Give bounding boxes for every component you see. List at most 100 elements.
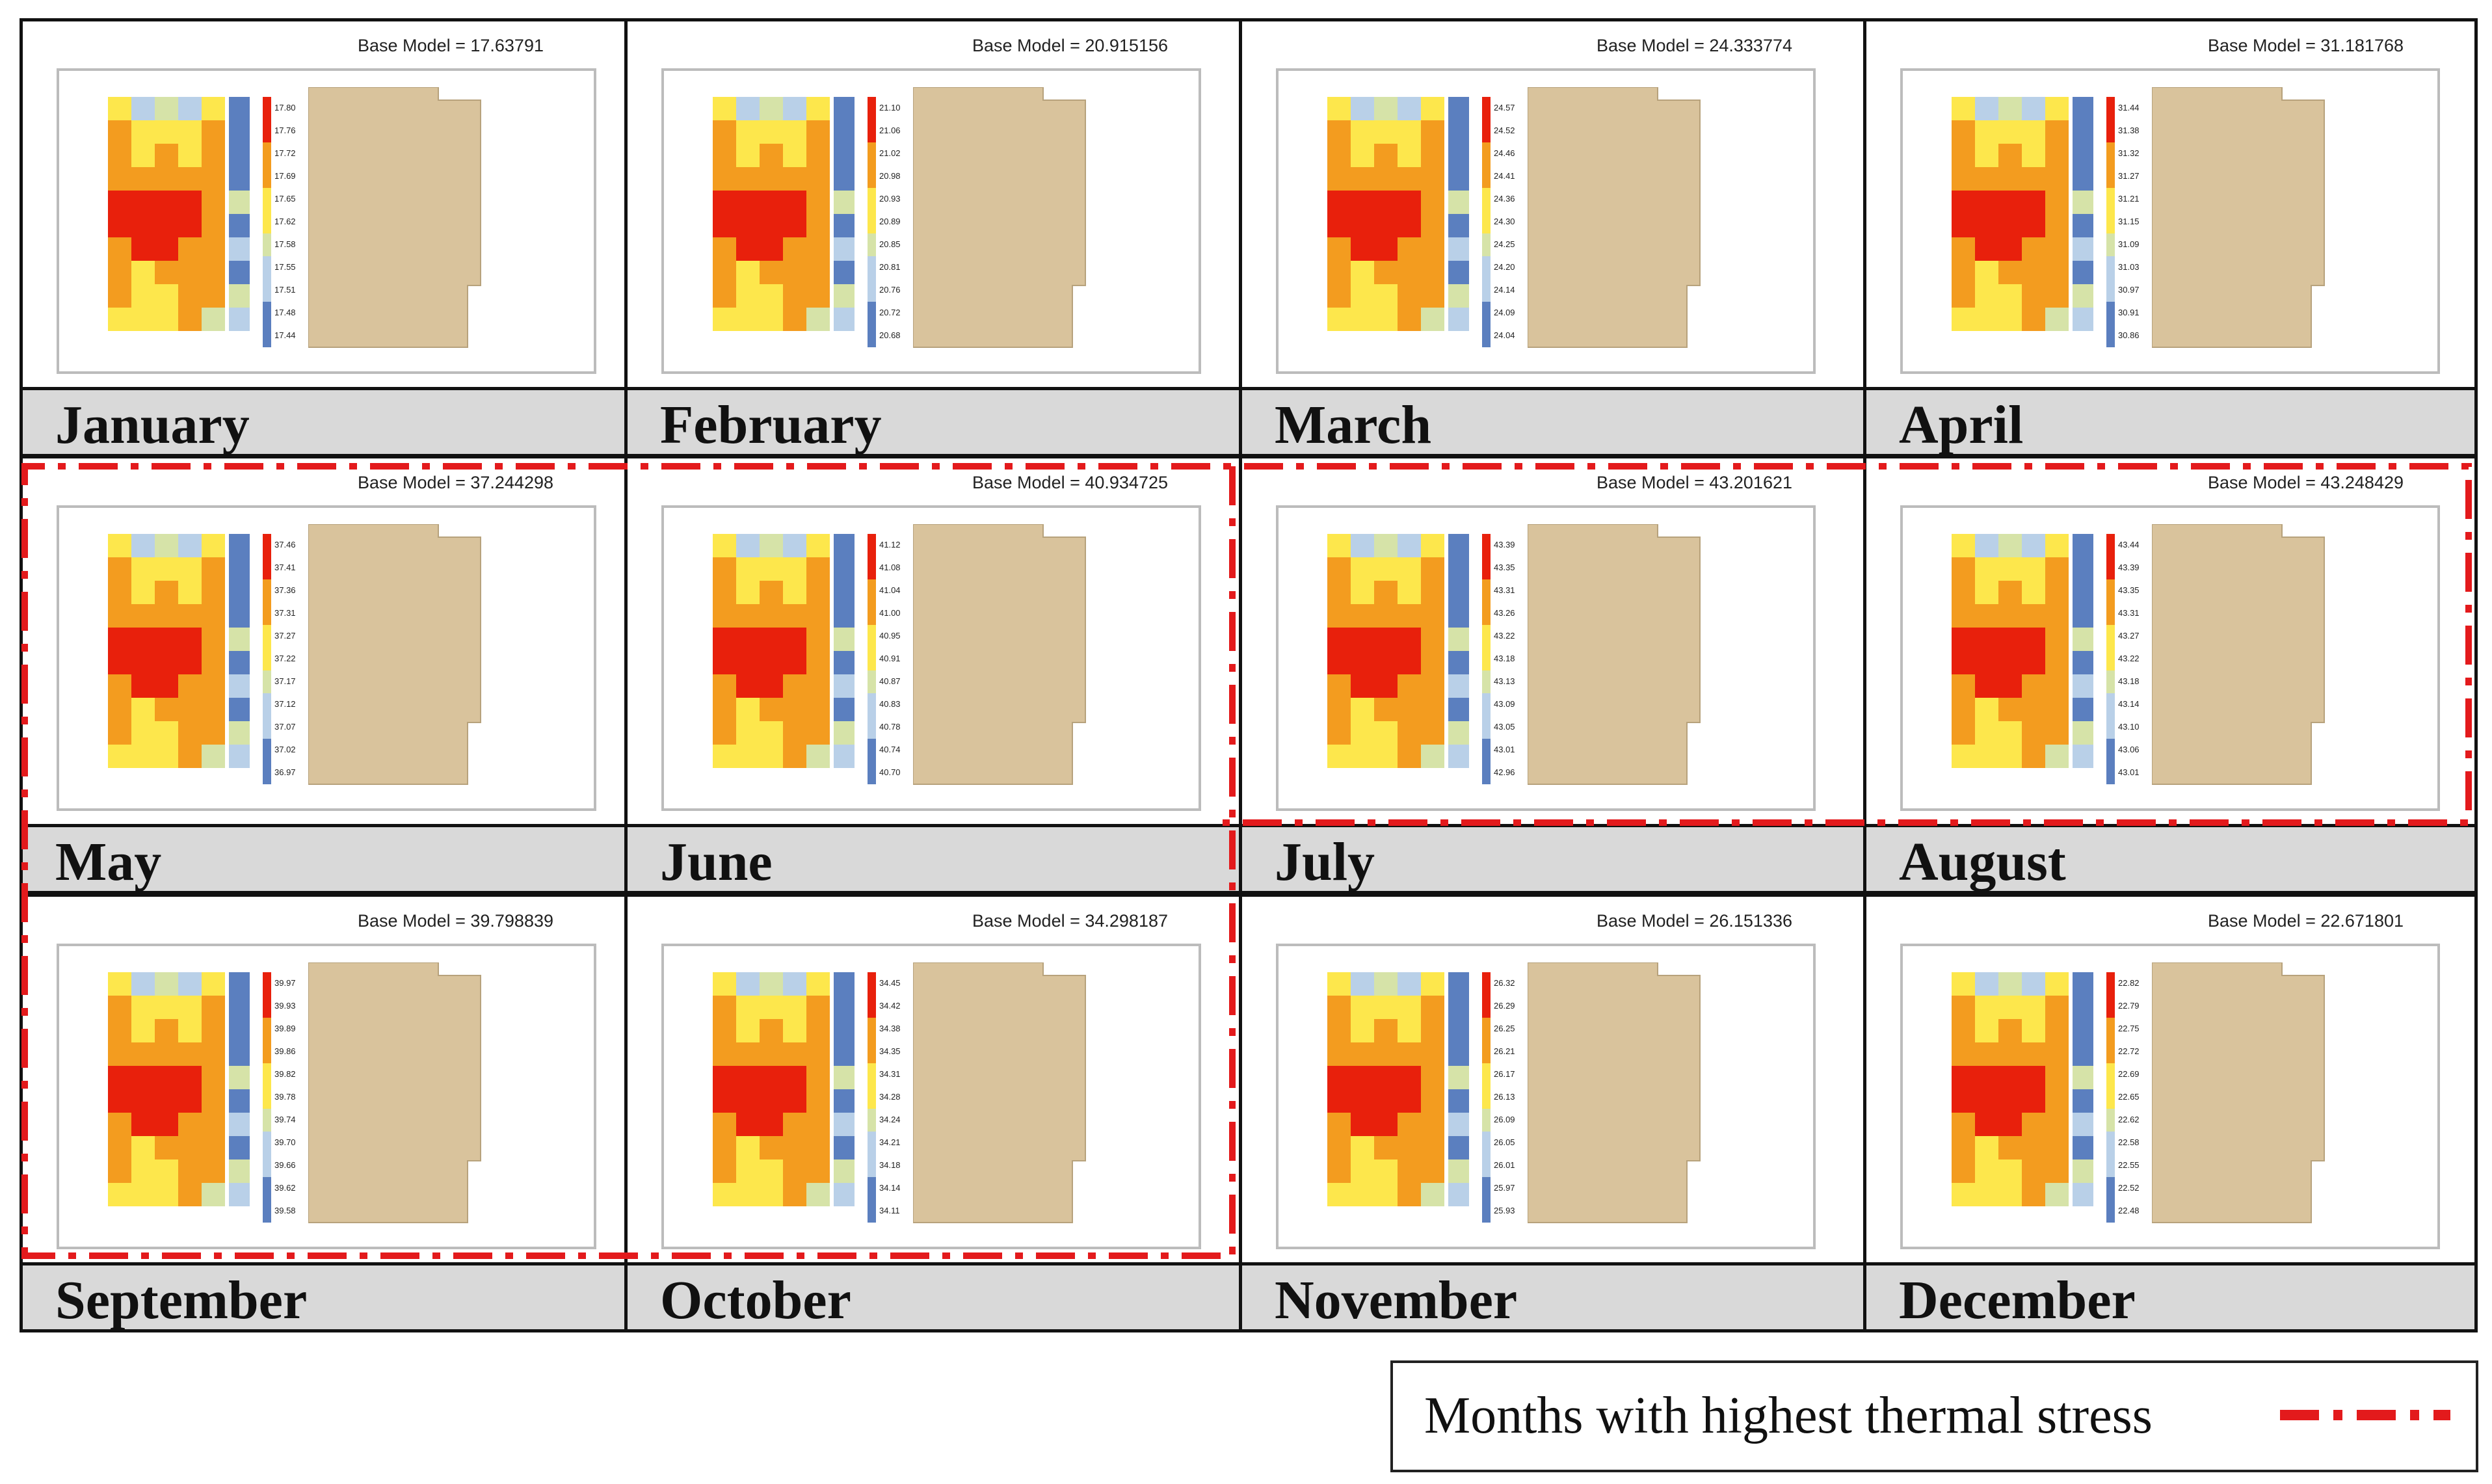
heatmap-cell (783, 745, 806, 768)
color-scale-tick: 34.45 (879, 978, 901, 988)
color-scale-segment (868, 1063, 876, 1086)
color-scale-segment (868, 325, 876, 347)
plot-frame: 17.80 17.76 17.72 17.69 17.65 17.62 17.58 17.55… (57, 68, 596, 374)
color-scale-segment (263, 1018, 271, 1040)
heatmap-cell (1327, 745, 1351, 768)
heatmap-cell (1327, 674, 1351, 698)
heatmap-cell (2022, 97, 2045, 120)
heatmap-cell (2022, 604, 2045, 628)
heatmap-cell (1374, 1113, 1398, 1136)
color-scale-segment (1482, 762, 1491, 784)
heatmap-cell (108, 1042, 131, 1066)
heatmap-cell (229, 261, 250, 284)
heatmap-cell (1421, 1066, 1444, 1089)
base-model-value: 40.934725 (1085, 473, 1168, 492)
heatmap-cell (1374, 698, 1398, 721)
heatmap-cell (2045, 1089, 2069, 1113)
color-scale-segment (2106, 120, 2115, 142)
heatmap-cell (834, 308, 855, 331)
month-label: November (1275, 1270, 1518, 1331)
heatmap-cell (1448, 698, 1469, 721)
heatmap-cell (760, 745, 783, 768)
heatmap-cell (1421, 97, 1444, 120)
color-scale-tick: 31.21 (2118, 194, 2140, 204)
heatmap-cell (202, 214, 225, 237)
color-scale-tick: 43.01 (2118, 767, 2140, 777)
heatmap-cell (806, 1089, 830, 1113)
heatmap-cell (131, 628, 155, 651)
color-scale-tick: 31.03 (2118, 262, 2140, 272)
heatmap-cell (736, 1019, 760, 1042)
heatmap-cell (760, 1019, 783, 1042)
heatmap-cell (2022, 1089, 2045, 1113)
heatmap-cell (2073, 214, 2093, 237)
heatmap-cell (1327, 308, 1351, 331)
heatmap-cell (229, 1066, 250, 1089)
heatmap-cell (202, 534, 225, 557)
heatmap-cell (131, 1066, 155, 1089)
heatmap-cell (1327, 651, 1351, 674)
color-scale-tick: 37.41 (274, 563, 296, 572)
base-model-text: Base Model = 26.151336 (1597, 911, 1792, 931)
color-scale-tick: 17.65 (274, 194, 296, 204)
heatmap-cell (1421, 1019, 1444, 1042)
heatmap-cell (1398, 1042, 1421, 1066)
color-scale-tick: 43.01 (1494, 745, 1515, 754)
color-scale-tick: 34.18 (879, 1160, 901, 1170)
heatmap-cell (178, 1042, 202, 1066)
color-scale-segment (868, 1200, 876, 1223)
color-scale-segment (2106, 1018, 2115, 1040)
heatmap-cell (1421, 261, 1444, 284)
heatmap-cell (1327, 721, 1351, 745)
heatmap-cell (1975, 581, 1998, 604)
color-scale-tick: 40.87 (879, 676, 901, 686)
heatmap-cell (178, 191, 202, 214)
color-scale-tick: 24.46 (1494, 148, 1515, 158)
color-scale-segment (263, 762, 271, 784)
heatmap-cell (2073, 996, 2093, 1019)
color-scale-segment (263, 1086, 271, 1109)
heatmap-cell (1421, 651, 1444, 674)
heatmap-cell (2073, 167, 2093, 191)
color-scale-tick: 17.62 (274, 217, 296, 226)
heatmap-cell (1448, 1089, 1469, 1113)
heatmap-cell (155, 191, 178, 214)
color-scale-tick: 37.17 (274, 676, 296, 686)
heatmap-cell (1327, 1042, 1351, 1066)
base-model-label: Base Model = (2208, 911, 2321, 931)
heatmap-cell (229, 144, 250, 167)
color-scale-tick: 43.35 (2118, 585, 2140, 595)
heatmap-cell (760, 674, 783, 698)
heatmap-cell (713, 651, 736, 674)
heatmap-cell (1374, 651, 1398, 674)
heatmap-cell (131, 557, 155, 581)
heatmap-cell (1374, 628, 1398, 651)
heatmap-cell (1374, 604, 1398, 628)
heatmap-cell (834, 972, 855, 996)
heatmap-cell (1998, 214, 2022, 237)
heatmap-cell (108, 996, 131, 1019)
heatmap-cell (155, 308, 178, 331)
heatmap-cell (760, 1042, 783, 1066)
heatmap-cell (178, 534, 202, 557)
color-scale-tick: 43.09 (1494, 699, 1515, 709)
color-scale-segment (868, 739, 876, 762)
heatmap-cell (1398, 581, 1421, 604)
heatmap-cell (1327, 1159, 1351, 1183)
heatmap-cell (1398, 1089, 1421, 1113)
color-scale-segment (868, 972, 876, 995)
heatmap-cell (760, 1183, 783, 1206)
heatmap-cell (1448, 144, 1469, 167)
heatmap-cell (1998, 557, 2022, 581)
heatmap-cell (1998, 1159, 2022, 1183)
heatmap-cell (1351, 144, 1374, 167)
heatmap-cell (713, 996, 736, 1019)
color-scale-tick: 20.68 (879, 330, 901, 340)
heatmap-cell (178, 167, 202, 191)
heatmap-cell (2022, 1066, 2045, 1089)
heatmap-cell (806, 1042, 830, 1066)
heatmap-cell (155, 1066, 178, 1089)
heatmap-cell (2073, 534, 2093, 557)
heatmap-cell (1398, 308, 1421, 331)
color-scale-segment (2106, 1040, 2115, 1063)
